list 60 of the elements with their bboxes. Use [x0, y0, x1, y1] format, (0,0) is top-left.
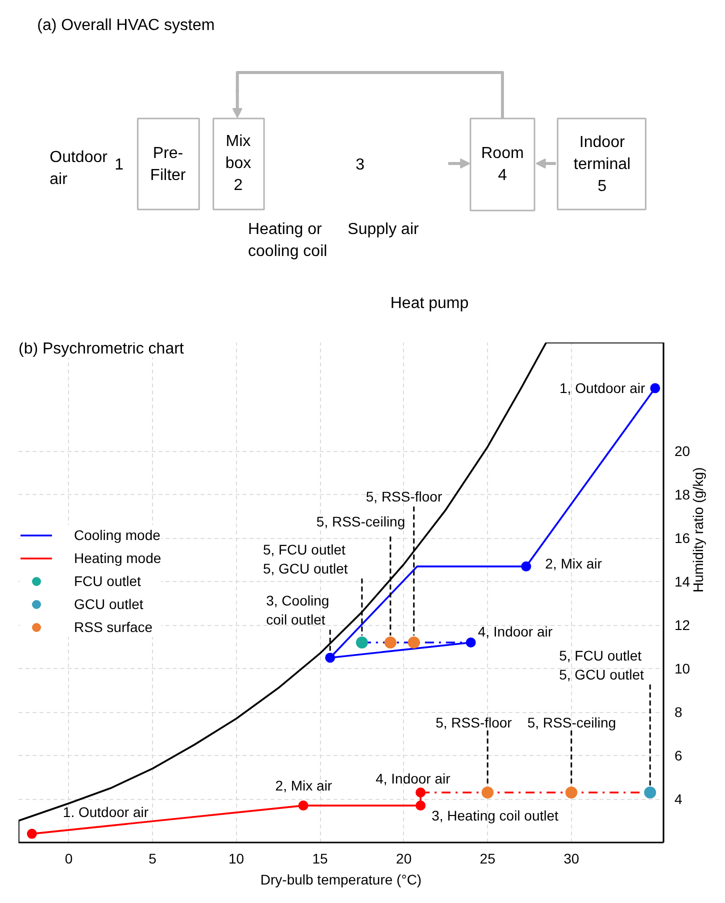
annotation: 3, Heating coil outlet	[432, 808, 559, 824]
point	[408, 636, 420, 648]
point	[650, 383, 660, 394]
text: Heat pump	[390, 295, 469, 312]
text: Heating or cooling coil	[248, 220, 328, 260]
point	[26, 828, 37, 839]
text: (a) Overall HVAC system	[37, 17, 215, 34]
x-tick-label: 15	[312, 850, 328, 866]
y-tick-label: 4	[674, 791, 682, 808]
annotation: 1, Outdoor air	[560, 380, 646, 396]
y-tick-label: 10	[674, 660, 690, 677]
text: Room 4	[481, 144, 524, 184]
annotation: 5, RSS-floor	[366, 488, 442, 504]
annotation: 5, RSS-ceiling	[527, 714, 616, 730]
point	[384, 636, 396, 648]
point	[416, 800, 426, 811]
x-tick-label: 10	[228, 850, 244, 866]
point	[325, 652, 336, 663]
annotation: 5, RSS-ceiling	[316, 514, 406, 530]
legend-label: Cooling mode	[74, 527, 160, 543]
x-tick-label: 25	[480, 850, 496, 866]
legend-label: FCU outlet	[74, 573, 141, 589]
annotation: 3, Cooling coil outlet	[266, 592, 330, 628]
annotation: 4, Indoor air	[478, 624, 553, 640]
x-axis-title: Dry-bulb temperature (°C)	[260, 872, 422, 888]
annotation: 2, Mix air	[275, 778, 332, 794]
annotation: 5, FCU outlet 5, GCU outlet	[262, 541, 348, 576]
point	[356, 636, 368, 648]
y-tick-label: 12	[674, 617, 690, 634]
point	[298, 800, 308, 811]
annotation: 1. Outdoor air	[62, 804, 149, 820]
y-tick-label: 14	[674, 574, 690, 590]
text: 3	[356, 156, 365, 174]
x-tick-label: 0	[64, 850, 73, 866]
text: Mix box 2	[225, 132, 252, 194]
point	[644, 786, 656, 798]
annotation: 5, FCU outlet 5, GCU outlet	[559, 647, 644, 682]
annotation: 2, Mix air	[545, 555, 602, 572]
y-tick-label: 8	[674, 704, 682, 720]
y-tick-label: 20	[674, 443, 690, 460]
x-tick-label: 5	[148, 850, 157, 866]
legend-label: RSS surface	[74, 619, 153, 635]
y-tick-label: 16	[674, 530, 690, 546]
annotation: 4, Indoor air	[376, 770, 451, 786]
point	[565, 786, 578, 798]
text: 1	[114, 156, 124, 174]
x-tick-label: 30	[564, 850, 580, 866]
text: Indoor terminal 5	[574, 134, 631, 196]
y-tick-label: 18	[674, 486, 690, 503]
text: Pre- Filter	[150, 144, 186, 184]
y-tick-label: 6	[674, 748, 682, 764]
y-axis-title: Humidity ratio (g/kg)	[690, 467, 706, 592]
legend-label: GCU outlet	[74, 596, 144, 612]
annotation: 5, RSS-floor	[436, 714, 512, 730]
text: Supply air	[348, 221, 420, 238]
text: Outdoor air	[50, 148, 108, 188]
point	[521, 561, 532, 572]
legend-label: Heating mode	[74, 550, 162, 566]
point	[482, 786, 494, 798]
x-tick-label: 20	[396, 850, 412, 866]
